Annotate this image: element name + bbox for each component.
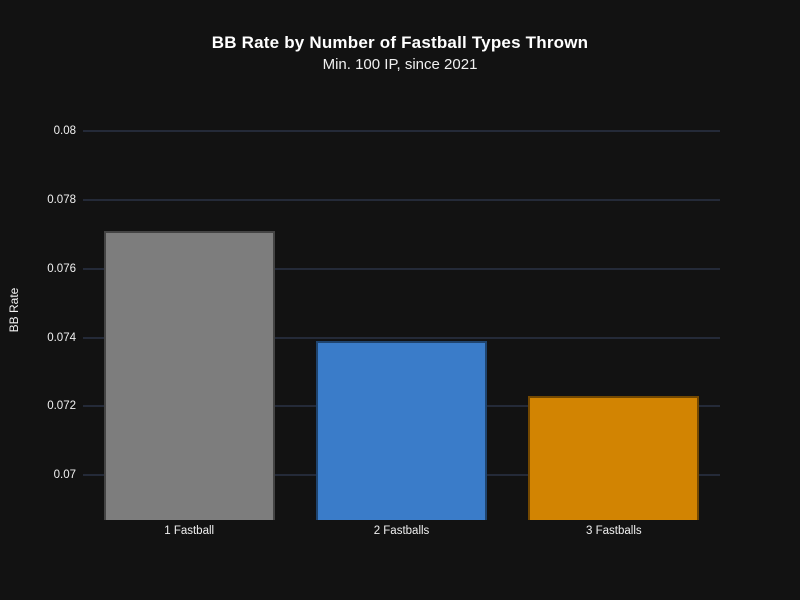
- x-tick-label-3-fastballs: 3 Fastballs: [586, 525, 642, 537]
- y-tick-label: 0.078: [47, 194, 76, 206]
- x-tick-label-1-fastball: 1 Fastball: [164, 525, 215, 537]
- gridline: [83, 336, 720, 339]
- gridline: [83, 199, 720, 201]
- gridline: [83, 267, 720, 270]
- y-tick-label: 0.076: [47, 262, 76, 275]
- x-tick-label-2-fastballs: 2 Fastballs: [373, 525, 430, 537]
- y-tick-label: 0.074: [47, 331, 76, 344]
- gridline: [83, 130, 720, 133]
- chart-title: BB Rate by Number of Fastball Types Thro…: [211, 33, 589, 52]
- bar-3-fastballs: [528, 396, 700, 520]
- y-tick-label: 0.07: [53, 469, 76, 482]
- bar-1-fastball: [103, 231, 275, 520]
- bar-2-fastballs: [316, 341, 487, 520]
- y-tick-label: 0.08: [53, 125, 76, 138]
- y-tick-label: 0.072: [47, 400, 76, 413]
- plot-area: 0.07 0.072 0.074 0.076 0.078 0.08 1 Fastball 2 …: [47, 114, 720, 537]
- y-axis-title: BB Rate: [7, 287, 21, 333]
- chart-subtitle: Min. 100 IP, since 2021: [322, 56, 478, 73]
